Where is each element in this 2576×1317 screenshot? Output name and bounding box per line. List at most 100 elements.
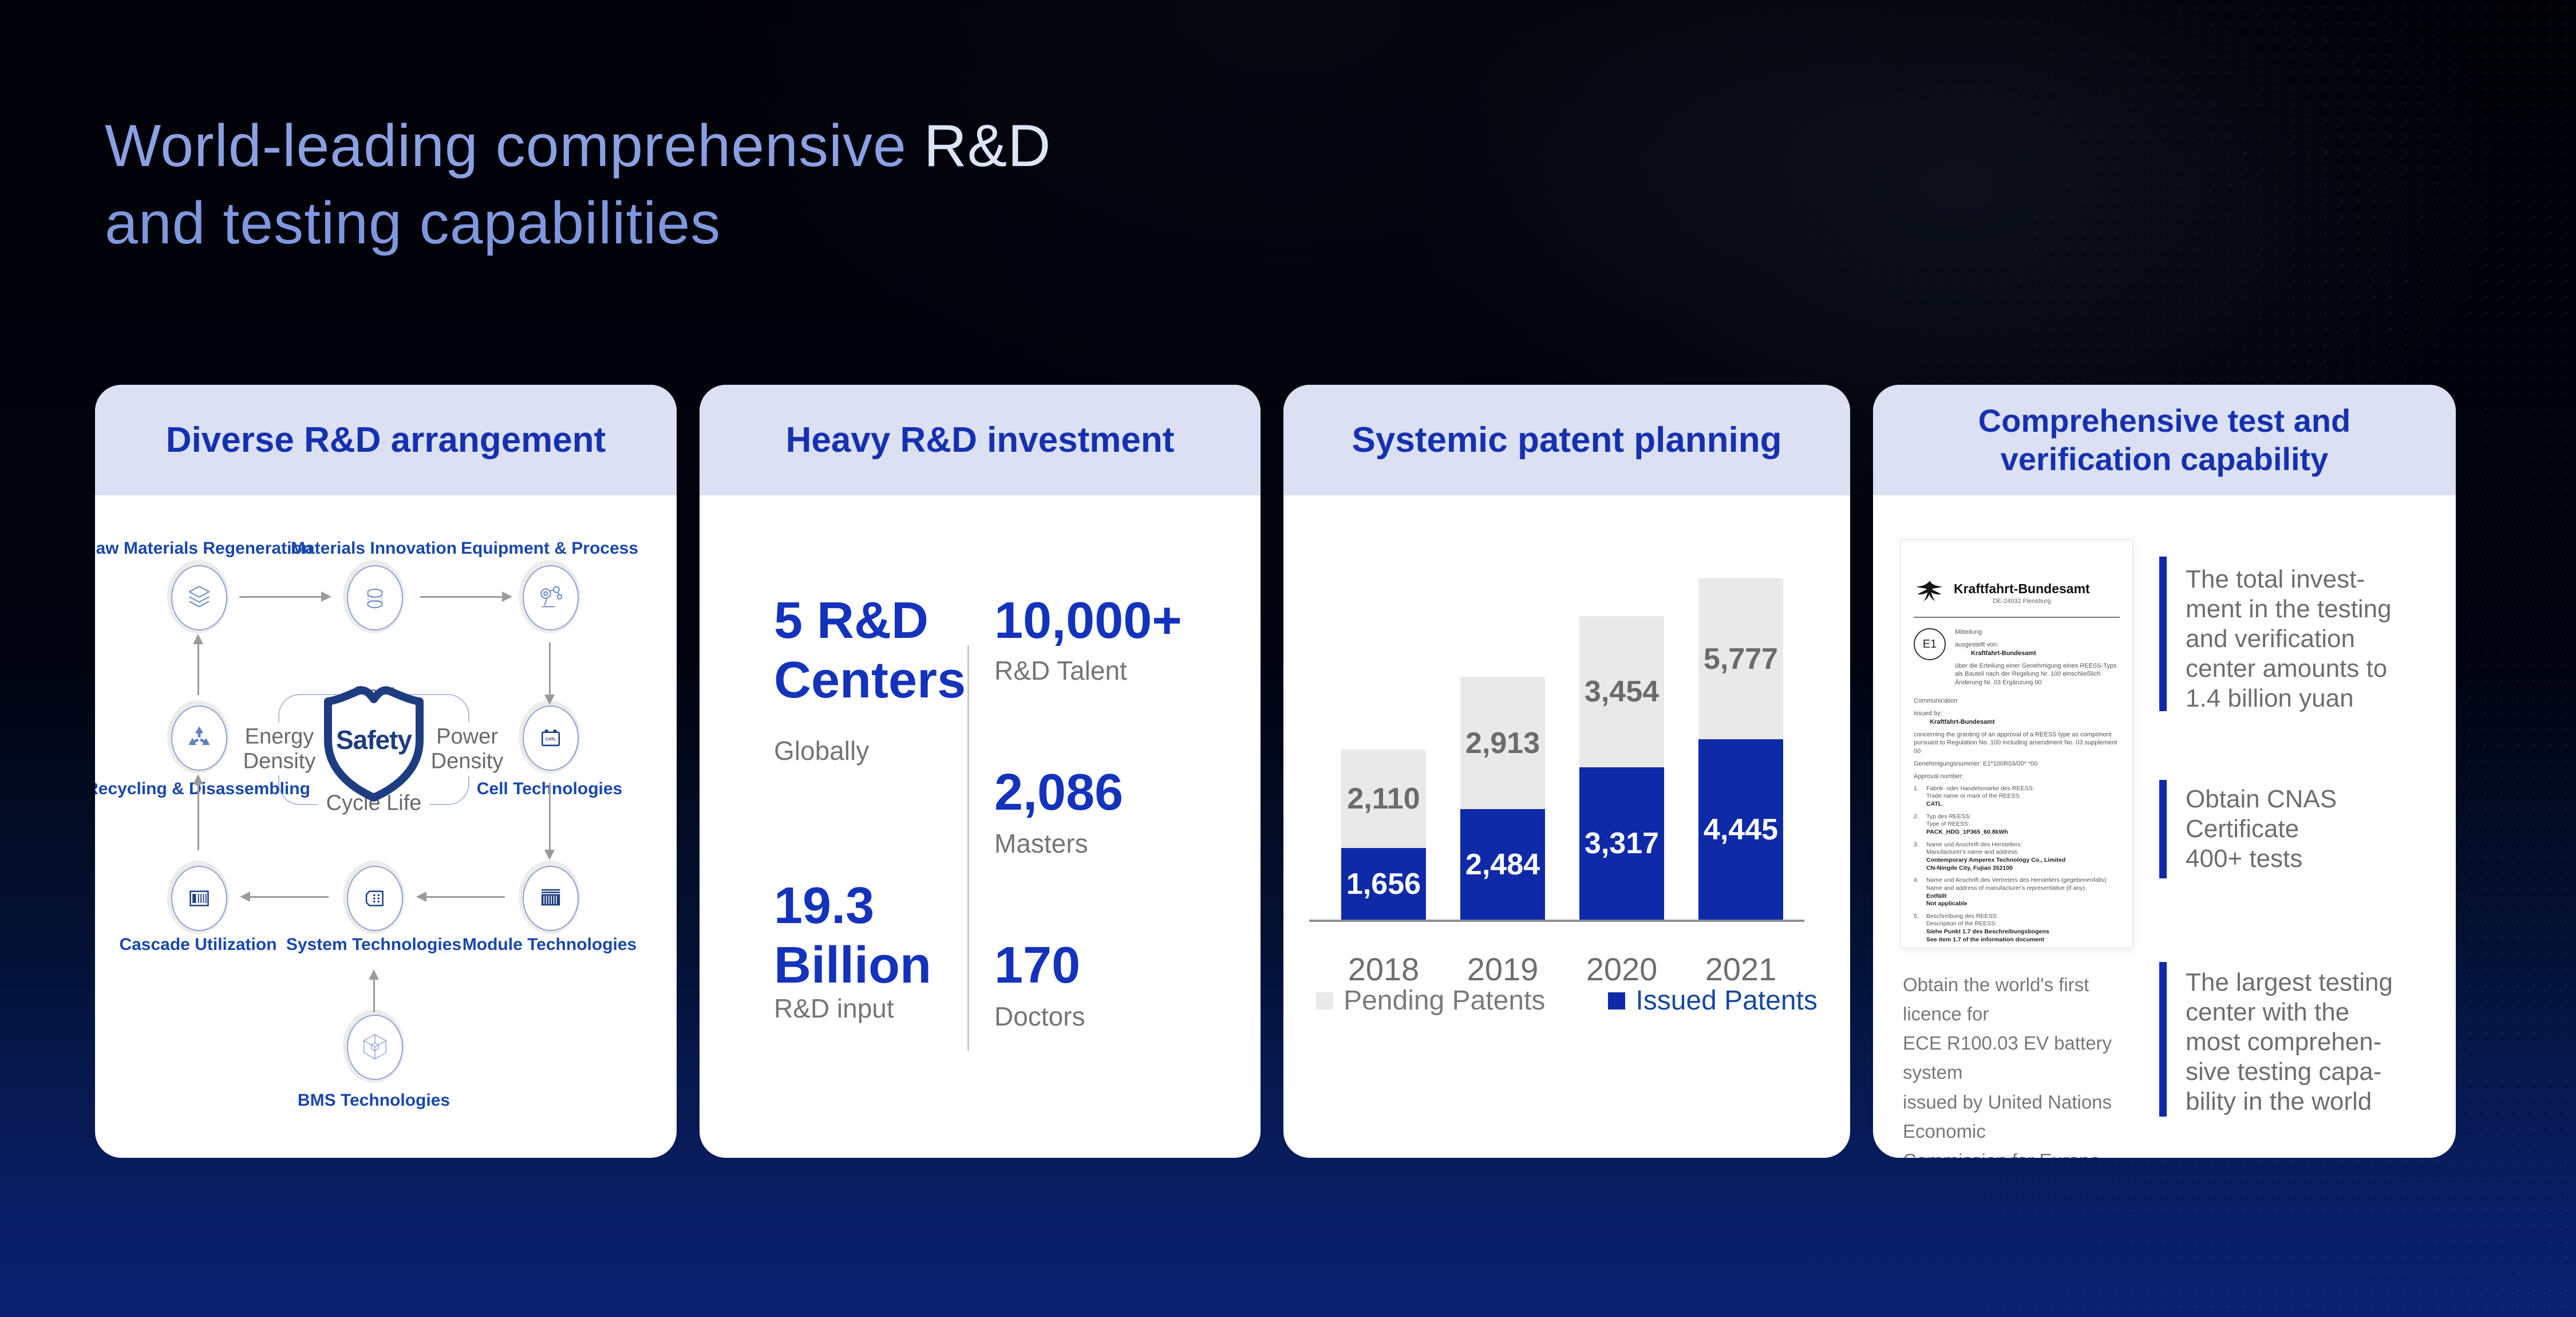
legend-item-issued: Issued Patents: [1608, 985, 1818, 1016]
diagram-label-system: System Technologies: [286, 935, 462, 954]
node-circle: CATL: [523, 705, 579, 771]
certificate-caption: Obtain the world's first licence for ECE…: [1903, 974, 2112, 1158]
legend-swatch-issued: [1608, 992, 1626, 1010]
testing-block-text: The largest testing center with the most…: [2186, 968, 2393, 1115]
certificate-section: issued by: Kraftfahrt-Bundesamt: [1914, 709, 2120, 727]
bar-2021: 5,777 4,445: [1698, 578, 1783, 920]
certificate-section-value: Kraftfahrt-Bundesamt: [1971, 649, 2036, 657]
robot-arm-icon: [540, 586, 563, 608]
certificate-section: Approval number:: [1914, 772, 1963, 780]
item-number: 5.: [1914, 912, 1919, 920]
x-tick-2021: 2021: [1705, 951, 1777, 987]
card-test-verification: Comprehensive test and verification capa…: [1873, 385, 2456, 1158]
item-label-en: Name and address of manufacturer's repre…: [1926, 884, 2087, 892]
kba-certificate-document: Kraftfahrt-Bundesamt DE-24932 Flensburg …: [1901, 539, 2133, 948]
arrow-equipment-to-cell: [544, 642, 555, 705]
stat-rd-input-label: R&D input: [774, 993, 894, 1023]
item-number: 2.: [1914, 813, 1919, 820]
battery-cell-icon: CATL: [542, 730, 560, 747]
chart-legend: Pending Patents Issued Patents: [1283, 985, 1850, 1016]
page-title-line2: and testing capabilities: [105, 190, 721, 257]
diagram-label-module: Module Technologies: [462, 935, 637, 954]
testing-block-text: The total invest- ment in the testing an…: [2186, 565, 2392, 712]
node-circle: [523, 866, 579, 931]
block-accent-bar: [2159, 962, 2167, 1117]
certificate-item: 4. Name und Anschrift des Vertreters des …: [1914, 877, 2120, 908]
card-header-line1: Comprehensive test and: [1978, 403, 2351, 439]
stat-rd-centers-value: 5 R&D Centers: [774, 592, 966, 709]
certificate-rule: [1914, 617, 2120, 618]
item-value: Entfällt Not applicable: [1926, 892, 1967, 908]
item-number: 1.: [1914, 784, 1919, 792]
item-value: PACK_HDG_1P365_60.8kWh: [1926, 829, 2008, 836]
node-circle: [347, 1015, 403, 1080]
node-circle: [347, 866, 403, 931]
arrow-module-to-system: [416, 892, 505, 902]
pending-segment: 2,913: [1460, 677, 1545, 809]
diagram-node-recycling: [167, 700, 229, 774]
block-accent-bar: [2159, 557, 2167, 711]
item-label-de: Name und Anschrift des Vertreters des He…: [1926, 877, 2108, 884]
item-body: Name und Anschrift des Vertreters des He…: [1926, 877, 2108, 908]
item-body: Name und Anschrift des Herstellers: Manuf…: [1926, 841, 2065, 873]
node-circle: [523, 565, 579, 630]
page-title: World-leading comprehensive R&D and test…: [105, 108, 1051, 262]
shield-label: Safety: [335, 725, 412, 755]
certificate-emark-row: E1 Mitteilung ausgestellt von: Kraftfahrt-…: [1914, 628, 2120, 691]
diagram-label-equipment-process: Equipment & Process: [460, 539, 639, 558]
diagram-label-bms: BMS Technologies: [297, 1091, 451, 1110]
stat-doctors-label: Doctors: [994, 1001, 1085, 1031]
legend-label-pending: Pending Patents: [1344, 985, 1546, 1016]
chart-x-axis: [1309, 920, 1804, 922]
item-body: Beschreibung des REESS: Description of th…: [1926, 913, 2049, 944]
testing-block-investment: The total invest- ment in the testing an…: [2159, 557, 2423, 713]
certificate-sections: Communication issued by: Kraftfahrt-Bundes…: [1914, 697, 2120, 781]
stat-rd-talent-label: R&D Talent: [994, 656, 1127, 685]
card-header: Systemic patent planning: [1283, 385, 1850, 495]
issued-segment: 1,656: [1341, 848, 1426, 920]
diagram-node-equipment-process: [519, 560, 580, 633]
item-label-de: Beschreibung des REESS:: [1926, 912, 1998, 920]
x-tick-2019: 2019: [1467, 951, 1539, 987]
item-value: Contemporary Amperex Technology Co., Lim…: [1926, 856, 2066, 872]
stat-doctors-value: 170: [994, 937, 1081, 994]
card-header: Heavy R&D investment: [700, 385, 1261, 495]
arrow-materials-to-equipment: [420, 592, 512, 602]
item-value: CATL: [1926, 801, 1942, 808]
page-title-line1-main: World-leading comprehensive: [105, 112, 924, 179]
node-circle: [171, 866, 227, 931]
pending-segment: 2,110: [1341, 750, 1426, 848]
diagram-node-raw-materials: [167, 560, 229, 633]
battery-logo-text: CATL: [546, 738, 556, 742]
card-diverse-rd-arrangement: Diverse R&D arrangement Raw Materials Re…: [95, 385, 677, 1158]
issued-segment: 3,317: [1579, 767, 1664, 920]
testing-block-largest-center: The largest testing center with the most…: [2159, 962, 2423, 1117]
item-label-de: Typ des REESS:: [1926, 813, 1971, 820]
item-label-de: Name und Anschrift des Herstellers:: [1926, 841, 2022, 848]
item-body: Fabrik- oder Handelsmarke des REESS: Trad…: [1926, 785, 2034, 809]
item-number: 4.: [1914, 877, 1919, 884]
block-accent-bar: [2159, 780, 2167, 878]
certificate-sections-top: Mitteilung ausgestellt von: Kraftfahrt-Bun…: [1955, 628, 2120, 691]
issued-segment: 4,445: [1698, 739, 1783, 920]
cascade-rack-icon: [189, 890, 209, 906]
cards-row: Diverse R&D arrangement Raw Materials Re…: [95, 385, 2456, 1158]
certificate-section-value: Kraftfahrt-Bundesamt: [1930, 718, 1995, 725]
certificate-item: 1. Fabrik- oder Handelsmarke des REESS: Tr…: [1914, 785, 2120, 809]
item-label-en: Description of the REESS:: [1926, 920, 1997, 928]
frame-label-energy-density: Energy Density: [235, 722, 324, 776]
card-systemic-patent-planning: Systemic patent planning 2,110 1,656 2018 2…: [1283, 385, 1850, 1158]
diagram-label-cascade: Cascade Utilization: [119, 935, 277, 954]
stat-rd-talent-value: 10,000+: [994, 592, 1182, 649]
stat-rd-centers-label: Globally: [774, 736, 870, 766]
card-heavy-rd-investment: Heavy R&D investment 5 R&D Centers Globa…: [700, 385, 1261, 1158]
node-circle: [171, 705, 227, 771]
diagram-node-system: [343, 861, 405, 934]
layers-icon: [188, 586, 210, 608]
patents-stacked-bar-chart: 2,110 1,656 2018 2,913 2,484 2019 3,454 3,317 20…: [1283, 385, 1850, 1158]
pending-segment: 3,454: [1579, 616, 1664, 767]
diagram-node-materials-innovation: [343, 560, 405, 633]
arrow-system-to-cascade: [240, 892, 329, 902]
diagram-label-raw-materials: Raw Materials Regeneration: [95, 539, 313, 558]
